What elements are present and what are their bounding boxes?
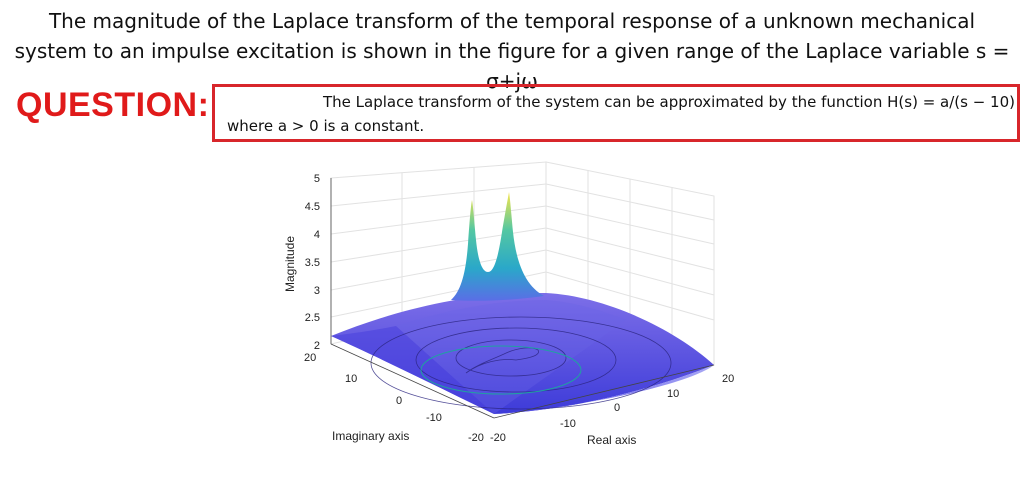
contour-lines [370, 316, 672, 410]
real-tick-label: -20 [490, 432, 506, 444]
pole-peaks [451, 192, 544, 301]
z-tick-label: 2.5 [305, 312, 320, 324]
real-tick-label: 10 [667, 388, 679, 400]
question-box: The Laplace transform of the system can … [212, 84, 1020, 142]
real-tick-label: 0 [614, 402, 620, 414]
question-line-2: where a > 0 is a constant. [227, 117, 425, 135]
magnitude-surface [331, 292, 714, 414]
imag-tick-label: 0 [396, 395, 402, 407]
real-axis: -20 -10 0 10 20 Real axis [490, 364, 734, 447]
question-label: QUESTION: [16, 86, 210, 124]
z-tick-label: 3 [314, 285, 320, 297]
real-tick-label: 20 [722, 373, 734, 385]
z-tick-label: 4.5 [305, 201, 320, 213]
z-tick-label: 3.5 [305, 257, 320, 269]
question-line-1: The Laplace transform of the system can … [323, 93, 1015, 111]
problem-intro: The magnitude of the Laplace transform o… [0, 6, 1024, 96]
imag-tick-label: 20 [304, 352, 316, 364]
z-tick-label: 2 [314, 340, 320, 352]
imag-tick-label: -20 [468, 432, 484, 444]
imag-tick-label: 10 [345, 373, 357, 385]
real-tick-label: -10 [560, 418, 576, 430]
imaginary-axis: 20 10 0 -10 -20 Imaginary axis [304, 343, 495, 444]
z-tick-label: 5 [314, 173, 320, 185]
imag-axis-title: Imaginary axis [332, 429, 409, 443]
intro-line-1: The magnitude of the Laplace transform o… [48, 9, 976, 33]
z-axis-title: Magnitude [283, 236, 297, 292]
z-tick-label: 4 [314, 229, 320, 241]
intro-line-2: system to an impulse excitation is shown… [14, 39, 1010, 93]
surface-plot: 5 4.5 4 3.5 3 2.5 2 Magnitude 20 10 0 -1… [283, 161, 734, 447]
imag-tick-label: -10 [426, 412, 442, 424]
real-axis-title: Real axis [587, 433, 636, 447]
contour-line-teal [420, 345, 582, 395]
z-axis: 5 4.5 4 3.5 3 2.5 2 Magnitude [283, 173, 332, 352]
